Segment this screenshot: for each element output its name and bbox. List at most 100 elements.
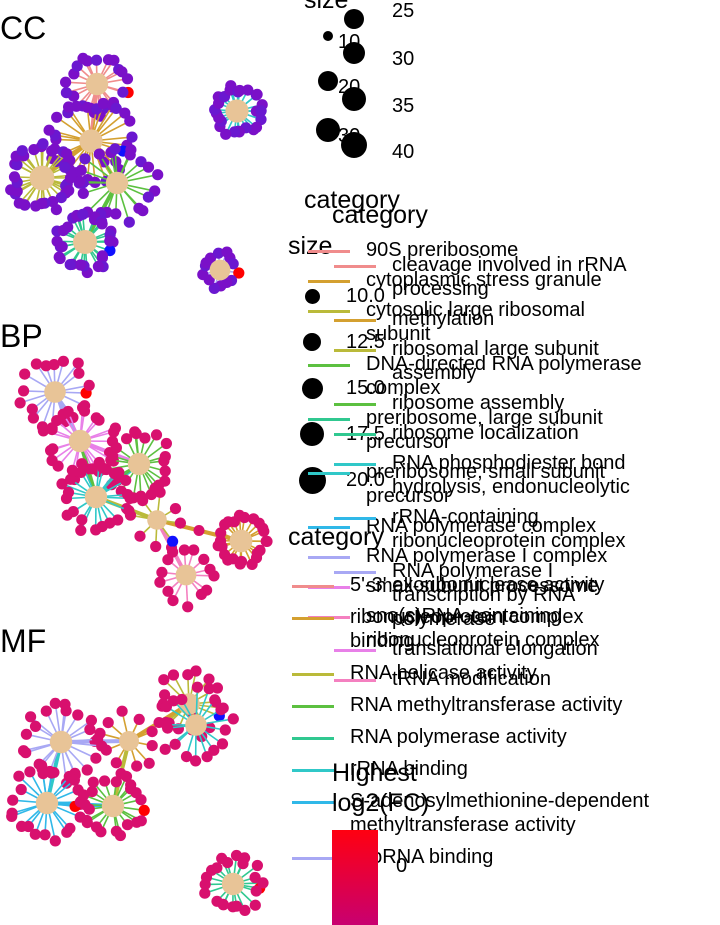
legend-size-top: size 25103020353040 [300, 0, 500, 178]
gene-node [61, 87, 72, 98]
category-hub-node [128, 453, 150, 475]
gene-node [21, 729, 32, 740]
panel-label-mf: MF [0, 625, 46, 657]
gene-node [39, 829, 50, 840]
gene-node [204, 683, 215, 694]
legend-label: RNA polymerase activity [350, 725, 567, 749]
gene-node [25, 711, 36, 722]
gene-node [167, 547, 178, 558]
gene-node [88, 777, 99, 788]
gene-node [79, 406, 90, 417]
gene-node [204, 564, 215, 575]
gene-node [144, 758, 155, 769]
gene-node [227, 901, 238, 912]
gene-node [7, 795, 18, 806]
network-cc [5, 53, 268, 294]
legend-swatch [334, 349, 376, 352]
size-key-label: 25 [392, 1, 414, 21]
network-mf [6, 665, 269, 916]
size-key-label: 30 [392, 49, 414, 69]
size-key-dot [318, 71, 338, 91]
legend-swatch [292, 705, 334, 708]
gene-node [94, 728, 105, 739]
gene-node [131, 761, 142, 772]
legend-entry: methylation [334, 309, 720, 331]
gene-node [111, 776, 122, 787]
gene-node [176, 694, 187, 705]
gene-node [93, 261, 104, 272]
gene-node [162, 586, 173, 597]
legend-label: methylation [392, 307, 494, 331]
gene-node-red [139, 805, 150, 816]
category-hub-node [86, 73, 108, 95]
gene-node [151, 429, 162, 440]
gene-node [47, 455, 58, 466]
category-hub-node [147, 510, 167, 530]
gene-node [68, 506, 79, 517]
gene-node [13, 771, 24, 782]
legend-swatch [334, 517, 376, 520]
panel-label-bp: BP [0, 320, 43, 352]
legend-swatch [292, 617, 334, 620]
category-hub-node [185, 714, 207, 736]
size-key-dot [323, 31, 333, 41]
category-hub-node [176, 565, 197, 586]
gene-node [134, 714, 145, 725]
gene-node [154, 577, 165, 588]
gene-node [247, 559, 258, 570]
legend-label: RNA methyltransferase activity [350, 693, 622, 717]
gene-node [237, 858, 248, 869]
gene-node [155, 487, 166, 498]
legend-title: category [288, 525, 384, 550]
gene-node [133, 203, 144, 214]
category-hub-node [119, 731, 139, 751]
gene-node [74, 176, 85, 187]
gene-node [37, 138, 48, 149]
gene-node [78, 188, 89, 199]
gene-node [228, 713, 239, 724]
gene-node [117, 87, 128, 98]
legend-swatch [292, 585, 334, 588]
gene-node [261, 536, 272, 547]
legend-entry: RNA phosphodiester bond hydrolysis, endo… [334, 453, 720, 475]
gene-node [16, 784, 27, 795]
gene-node [252, 89, 263, 100]
gene-node [97, 218, 108, 229]
gene-node [110, 143, 121, 154]
gene-node [143, 192, 154, 203]
gene-node [211, 896, 222, 907]
size-key-dot [341, 132, 367, 158]
category-hub-node [50, 731, 72, 753]
gene-node [220, 724, 231, 735]
gene-node [18, 745, 29, 756]
category-hub-node [210, 260, 231, 281]
gene-node [44, 125, 55, 136]
gene-node [58, 356, 69, 367]
gene-node [30, 200, 41, 211]
legend-title: category [332, 203, 428, 228]
gene-node [103, 717, 114, 728]
gene-node [72, 709, 83, 720]
gene-node [170, 503, 181, 514]
gene-node [18, 385, 29, 396]
gene-node [252, 860, 263, 871]
gene-node [101, 745, 112, 756]
legend-title: size [304, 0, 348, 13]
gene-node [188, 544, 199, 555]
gene-node [125, 510, 136, 521]
legend-swatch [292, 857, 334, 860]
gene-node [126, 132, 137, 143]
gene-node [111, 442, 122, 453]
gene-node [50, 698, 61, 709]
gene-node [111, 757, 122, 768]
gene-node [256, 105, 267, 116]
gene-node [135, 794, 146, 805]
size-key-dot [343, 42, 365, 64]
gene-node [168, 669, 179, 680]
category-hub-node [222, 873, 244, 895]
legend-swatch [334, 463, 376, 466]
gene-node [17, 145, 28, 156]
gene-node [120, 475, 131, 486]
size-key-label: 40 [392, 142, 414, 162]
gene-node [7, 808, 18, 819]
